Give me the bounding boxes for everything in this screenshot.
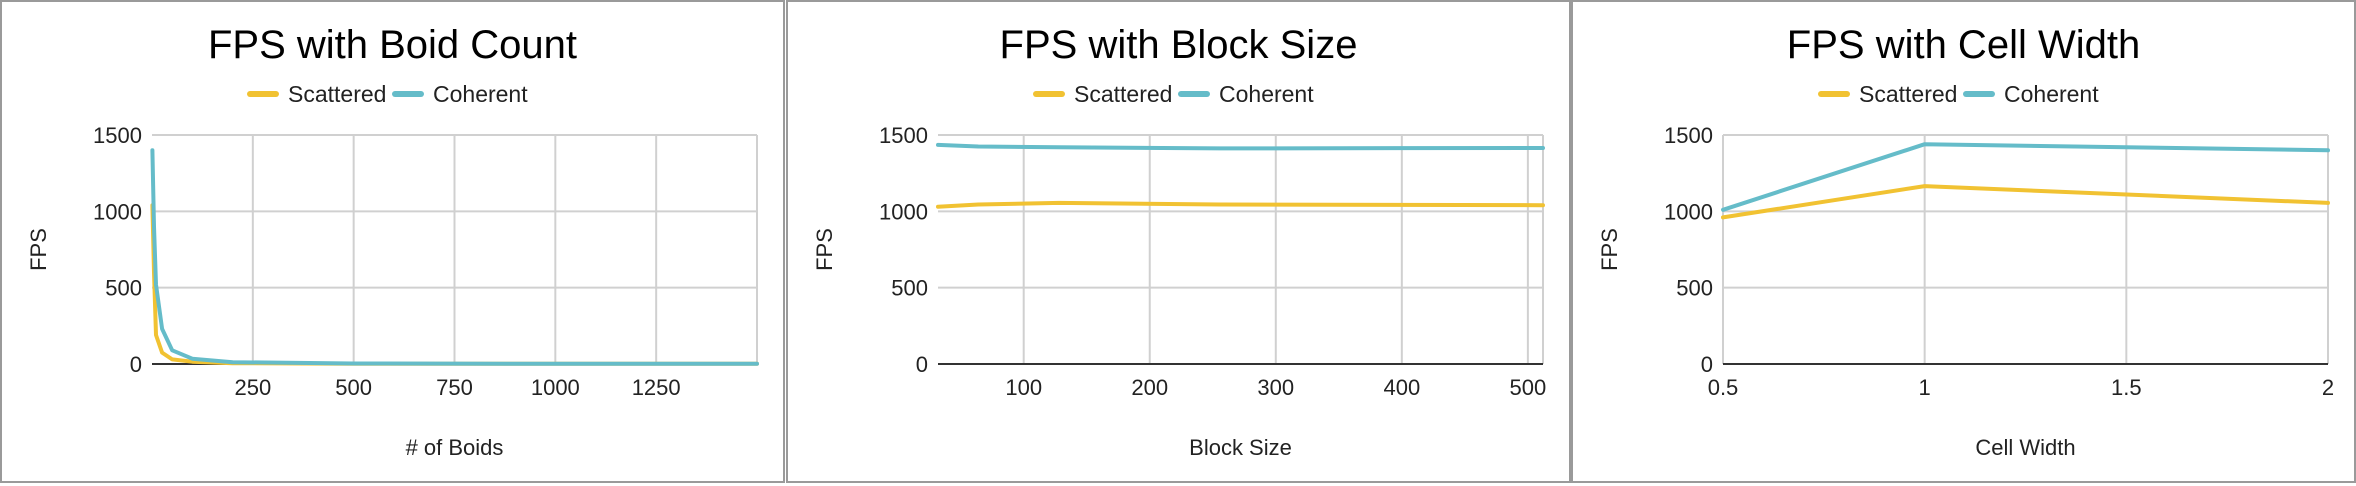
series-line-scattered [936, 200, 1545, 209]
series-line-coherent [150, 148, 759, 366]
x-tick-label: 1000 [531, 375, 580, 400]
legend-item-coherent: Coherent [1178, 81, 1314, 107]
x-axis-title: # of Boids [406, 435, 504, 460]
x-tick-label: 1.5 [2111, 375, 2142, 400]
x-tick-label: 300 [1257, 375, 1294, 400]
x-tick-label: 400 [1383, 375, 1420, 400]
x-axis-title: Cell Width [1975, 435, 2075, 460]
y-axis-title: FPS [26, 228, 51, 271]
legend-item-scattered: Scattered [247, 81, 386, 107]
y-tick-label: 1500 [1664, 123, 1713, 148]
chart-panel-block-size: FPS with Block Size Scattered Coherent 0 500… [786, 0, 1571, 483]
chart-title: FPS with Cell Width [1787, 23, 2140, 67]
chart-title: FPS with Boid Count [208, 23, 577, 67]
chart-block-size: FPS with Block Size Scattered Coherent 0 500… [812, 23, 1547, 460]
series-line-scattered [1721, 184, 2330, 220]
x-tick-label: 500 [1510, 375, 1547, 400]
y-tick-label: 0 [1701, 352, 1713, 377]
legend-label: Scattered [1859, 81, 1957, 107]
y-tick-label: 0 [916, 352, 928, 377]
y-tick-label: 1000 [93, 199, 142, 224]
chart-panel-boid-count: FPS with Boid Count Scattered Coherent 0 500… [0, 0, 785, 483]
legend-item-coherent: Coherent [392, 81, 528, 107]
x-tick-label: 500 [335, 375, 372, 400]
y-tick-label: 1000 [879, 199, 928, 224]
y-axis-title: FPS [812, 228, 837, 271]
chart-cell-width: FPS with Cell Width Scattered Coherent 0 500… [1597, 23, 2334, 460]
y-tick-label: 500 [105, 276, 142, 301]
x-tick-label: 1 [1919, 375, 1931, 400]
series-line-coherent [1721, 142, 2330, 212]
legend-item-scattered: Scattered [1033, 81, 1172, 107]
y-tick-label: 1500 [93, 123, 142, 148]
x-tick-label: 0.5 [1708, 375, 1739, 400]
legend-label: Scattered [288, 81, 386, 107]
legend-item-coherent: Coherent [1963, 81, 2099, 107]
chart-title: FPS with Block Size [1000, 23, 1358, 67]
legend-label: Coherent [2004, 81, 2099, 107]
y-tick-label: 1500 [879, 123, 928, 148]
x-axis-title: Block Size [1189, 435, 1292, 460]
chart-boid-count: FPS with Boid Count Scattered Coherent 0 500… [26, 23, 759, 460]
y-tick-label: 1000 [1664, 199, 1713, 224]
y-tick-label: 0 [130, 352, 142, 377]
y-axis-title: FPS [1597, 228, 1622, 271]
legend-label: Coherent [433, 81, 528, 107]
legend-label: Coherent [1219, 81, 1314, 107]
x-tick-label: 750 [436, 375, 473, 400]
legend-label: Scattered [1074, 81, 1172, 107]
x-tick-label: 250 [234, 375, 271, 400]
x-tick-label: 100 [1005, 375, 1042, 400]
x-tick-label: 1250 [632, 375, 681, 400]
legend-item-scattered: Scattered [1818, 81, 1957, 107]
series-line-coherent [936, 142, 1545, 151]
y-tick-label: 500 [891, 276, 928, 301]
x-tick-label: 2 [2322, 375, 2334, 400]
y-tick-label: 500 [1676, 276, 1713, 301]
x-tick-label: 200 [1131, 375, 1168, 400]
chart-panel-cell-width: FPS with Cell Width Scattered Coherent 0 500… [1571, 0, 2356, 483]
